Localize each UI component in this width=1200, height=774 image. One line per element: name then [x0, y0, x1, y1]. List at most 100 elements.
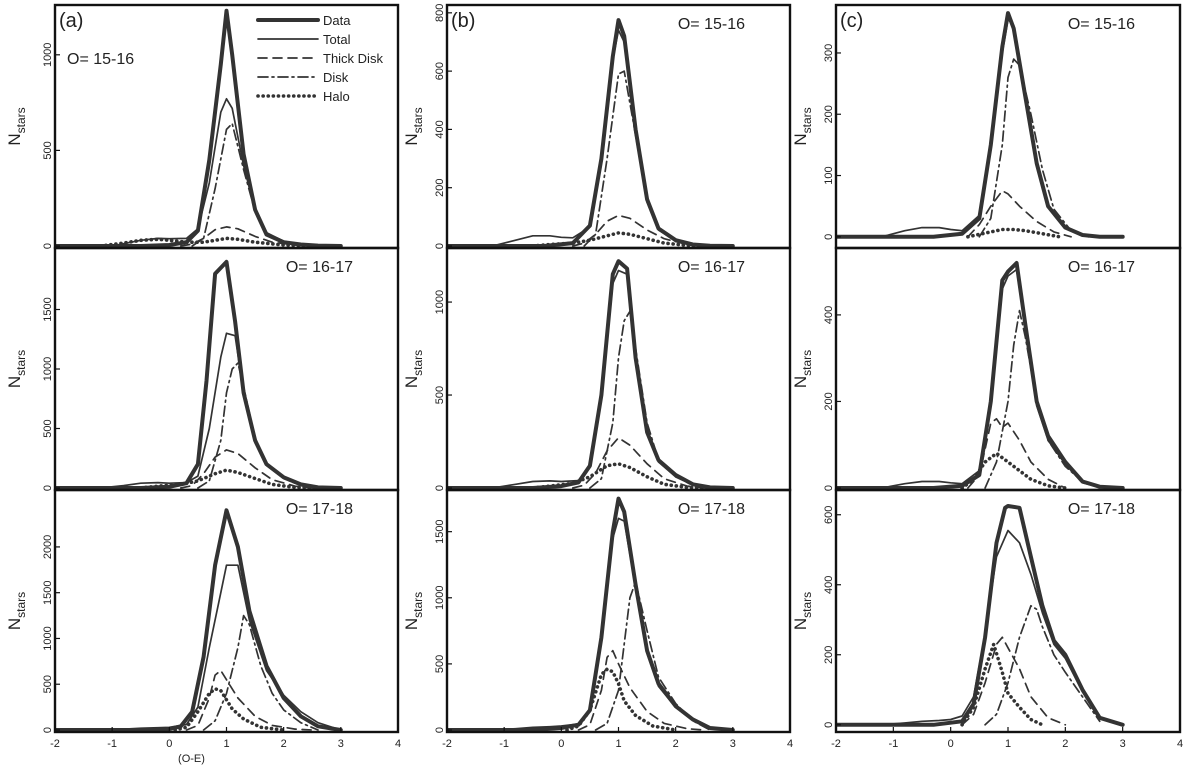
- chart-6-frame: [834, 246, 1182, 492]
- chart-7-series-group: [55, 508, 343, 732]
- chart-8-xtick-label: -1: [499, 738, 509, 750]
- chart-6-ytick-label: 0: [823, 485, 835, 491]
- chart-1-mag-label: O= 15-16: [67, 51, 134, 68]
- chart-8-ytick-label: 1500: [434, 519, 446, 543]
- chart-3-ytick-label: 100: [823, 166, 835, 184]
- chart-7-mag-label: O= 17-18: [286, 501, 353, 518]
- chart-4: 0 500 1000 1500 O= 16-17 Nstars: [5, 246, 400, 492]
- chart-1-ylabel-main: N: [5, 133, 24, 145]
- chart-1-series-group: [55, 8, 343, 248]
- chart-4-ytick-label: 500: [42, 419, 54, 437]
- chart-4-thick-disk-line: [179, 449, 314, 489]
- chart-5-ytick-label: 1000: [434, 290, 446, 314]
- chart-9-frame: [834, 488, 1182, 734]
- chart-4-series-group: [55, 259, 343, 490]
- chart-7-ylabel-main: N: [5, 618, 24, 630]
- chart-3-mag-label: O= 15-16: [1068, 16, 1135, 33]
- chart-7-xtick-label: 4: [395, 738, 401, 750]
- chart-9-xtick-label: 1: [1005, 738, 1011, 750]
- chart-4-data-line: [55, 259, 343, 490]
- chart-5-mag-label: O= 16-17: [678, 259, 745, 276]
- chart-9-ytick-label: 0: [823, 722, 835, 728]
- chart-7-x-axis-label: (O-E): [178, 753, 205, 765]
- chart-8-xtick-label: -2: [442, 738, 452, 750]
- legend-data-label: Data: [323, 13, 351, 28]
- chart-6-total-line: [881, 268, 1124, 489]
- chart-8-xtick-label: 0: [558, 738, 564, 750]
- chart-9-ylabel-sub: stars: [800, 592, 814, 618]
- chart-9-xtick-label: 2: [1062, 738, 1068, 750]
- chart-5-ytick-label: 0: [434, 485, 446, 491]
- chart-3-thick-disk-line: [967, 189, 1072, 238]
- chart-6-ytick-label: 400: [823, 306, 835, 324]
- chart-9: 0 200 400 600 -2 -1 0 1 2 3 4 O= 17-18 Nstars: [791, 488, 1183, 750]
- chart-6-ylabel-sub: stars: [800, 350, 814, 376]
- chart-2-series-group: [447, 18, 735, 248]
- chart-9-ytick-label: 600: [823, 506, 835, 524]
- chart-9-ylabel-main: N: [791, 618, 810, 630]
- chart-6-halo-line: [960, 451, 1068, 490]
- chart-9-xtick-label: -1: [888, 738, 898, 750]
- chart-9-data-line: [836, 504, 1125, 727]
- chart-3-panel-tag: (c): [840, 10, 863, 32]
- chart-7-ytick-label: 1500: [42, 580, 54, 604]
- chart-8-xtick-label: 4: [787, 738, 793, 750]
- chart-9-xtick-label: 0: [948, 738, 954, 750]
- chart-4-y-axis-label: Nstars: [5, 350, 28, 388]
- chart-4-ylabel-main: N: [5, 376, 24, 388]
- legend: Data Total Thick Disk Disk Halo: [256, 13, 383, 104]
- chart-7-xtick-label: 0: [166, 738, 172, 750]
- chart-7-halo-line: [173, 686, 286, 732]
- chart-8-ylabel-main: N: [402, 618, 421, 630]
- chart-3-frame: [834, 3, 1182, 250]
- chart-9-series-group: [836, 504, 1125, 727]
- chart-8-series-group: [447, 496, 735, 732]
- chart-7-xtick-label: 3: [338, 738, 344, 750]
- chart-1-panel-tag: (a): [59, 10, 83, 32]
- legend-thick-disk-label: Thick Disk: [323, 51, 383, 66]
- chart-9-xtick-label: 3: [1120, 738, 1126, 750]
- chart-8-ytick-label: 500: [434, 655, 446, 673]
- chart-7-xtick-label: -2: [50, 738, 60, 750]
- chart-2-frame: [445, 3, 792, 250]
- chart-7-ytick-label: 0: [42, 727, 54, 733]
- chart-7-ytick-label: 2000: [42, 535, 54, 559]
- chart-3-ylabel-sub: stars: [800, 107, 814, 133]
- chart-3-series-group: [836, 11, 1125, 239]
- chart-1-total-line: [111, 97, 342, 247]
- chart-7-thick-disk-line: [185, 669, 314, 731]
- chart-9-mag-label: O= 17-18: [1068, 501, 1135, 518]
- chart-9-xtick-label: 4: [1177, 738, 1183, 750]
- chart-4-ytick-label: 0: [42, 485, 54, 491]
- chart-8-data-line: [447, 496, 735, 732]
- chart-9-ytick-label: 200: [823, 646, 835, 664]
- chart-2-mag-label: O= 15-16: [678, 16, 745, 33]
- chart-7-ytick-label: 500: [42, 675, 54, 693]
- chart-5-halo-line: [530, 461, 712, 490]
- chart-9-halo-line: [960, 642, 1045, 727]
- chart-8-ytick-label: 1000: [434, 586, 446, 610]
- chart-8-y-axis-label: Nstars: [402, 592, 425, 630]
- chart-2-ytick-label: 200: [434, 179, 446, 197]
- chart-7-xtick-label: 2: [281, 738, 287, 750]
- chart-4-ytick-label: 1500: [42, 297, 54, 321]
- legend-halo-label: Halo: [323, 89, 350, 104]
- chart-1-ytick-label: 500: [42, 141, 54, 159]
- chart-7: 0 500 1000 1500 2000 -2 -1 0 1 2 3 4 O= 17-18 Nstars (…: [5, 488, 401, 765]
- chart-4-halo-line: [139, 468, 320, 490]
- chart-8-thick-disk-line: [577, 649, 706, 731]
- chart-6-ylabel-main: N: [791, 376, 810, 388]
- chart-8-frame: [445, 488, 792, 734]
- chart-6-data-line: [836, 261, 1125, 490]
- chart-2-ytick-label: 800: [434, 4, 446, 22]
- chart-7-total-line: [99, 564, 342, 731]
- chart-6-disk-line: [984, 309, 1101, 489]
- legend-disk-label: Disk: [323, 70, 349, 85]
- chart-7-xtick-label: -1: [107, 738, 117, 750]
- chart-6: 0 200 400 O= 16-17 Nstars: [791, 246, 1182, 492]
- chart-5-thick-disk-line: [571, 436, 706, 489]
- chart-9-y-axis-label: Nstars: [791, 592, 814, 630]
- chart-2-data-line: [447, 18, 735, 248]
